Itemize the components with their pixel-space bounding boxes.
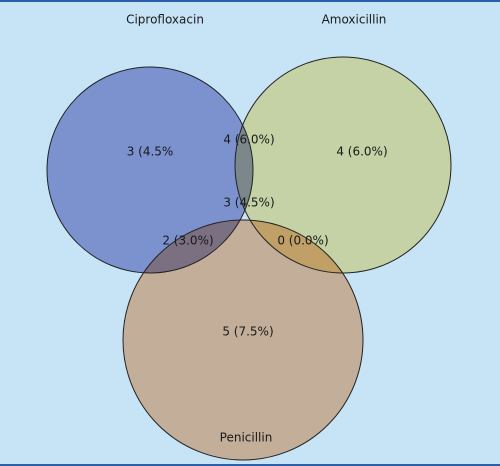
region-label: 3 (4.5%	[127, 145, 174, 159]
top-border	[0, 0, 500, 2]
region-label: 0 (0.0%)	[277, 234, 328, 248]
region-label: 4 (6.0%)	[336, 145, 387, 159]
bottom-border	[0, 464, 500, 466]
region-label: 3 (4.5%)	[223, 196, 274, 210]
set-label: Amoxicillin	[322, 13, 387, 27]
set-label: Ciprofloxacin	[126, 13, 204, 27]
region-label: 2 (3.0%)	[162, 234, 213, 248]
set-outline	[122, 219, 364, 461]
labels: Ciprofloxacin Amoxicillin Penicillin 3 (4.5…	[126, 13, 388, 445]
set-circle	[123, 220, 363, 460]
set-circle	[47, 67, 253, 273]
region-label: 5 (7.5%)	[222, 325, 273, 339]
set-outline	[46, 66, 254, 274]
circles	[46, 56, 452, 461]
set-label: Penicillin	[220, 431, 273, 445]
region-label: 4 (6.0%)	[223, 133, 274, 147]
set-circle	[235, 57, 451, 273]
